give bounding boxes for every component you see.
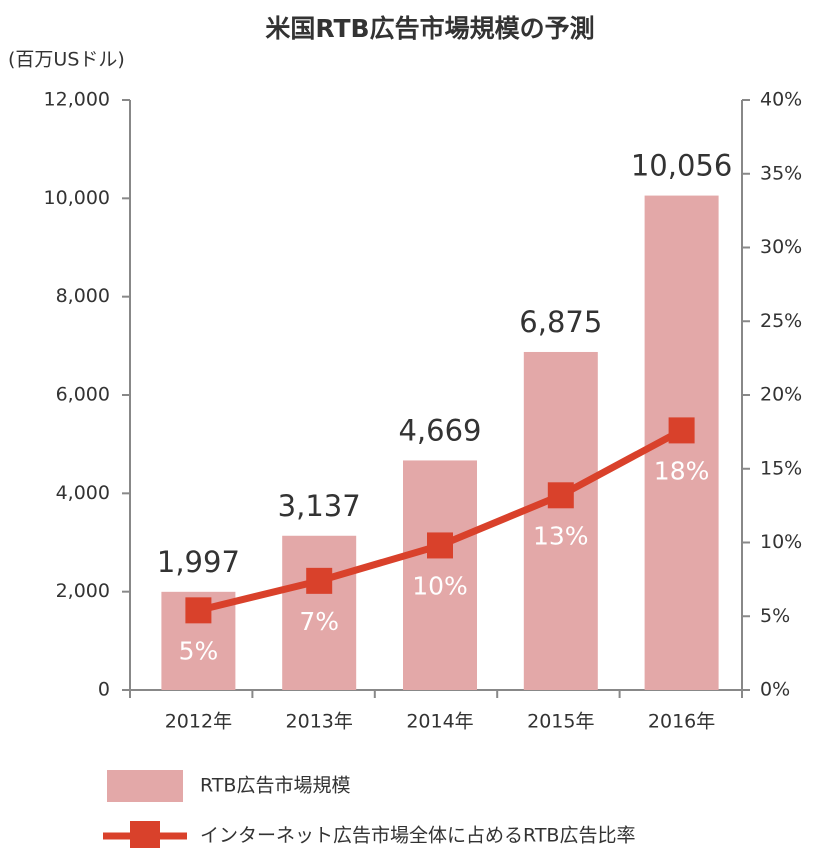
y-tick-label: 8,000 — [56, 285, 110, 307]
legend-swatch — [107, 770, 183, 802]
y2-tick-label: 10% — [760, 531, 802, 553]
y2-tick-label: 5% — [760, 605, 790, 627]
y-tick-label: 10,000 — [44, 187, 110, 209]
bar-label: 1,997 — [157, 545, 240, 579]
x-tick-label: 2016年 — [648, 711, 715, 733]
y-tick-label: 0 — [98, 679, 110, 701]
legend-label: インターネット広告市場全体に占めるRTB広告比率 — [200, 825, 635, 847]
y2-tick-label: 30% — [760, 236, 802, 258]
legend-label: RTB広告市場規模 — [200, 775, 350, 797]
line-marker — [306, 567, 333, 594]
line-label: 13% — [533, 521, 589, 550]
y-tick-label: 12,000 — [44, 89, 110, 111]
bar — [403, 460, 477, 690]
line-marker — [185, 597, 212, 624]
y-tick-label: 2,000 — [56, 580, 110, 602]
y2-tick-label: 40% — [760, 89, 802, 111]
y2-tick-label: 0% — [760, 679, 790, 701]
y2-tick-label: 15% — [760, 457, 802, 479]
bar-label: 4,669 — [398, 413, 481, 447]
x-tick-label: 2012年 — [165, 711, 232, 733]
line-label: 5% — [179, 636, 219, 665]
y2-tick-label: 35% — [760, 162, 802, 184]
bar-label: 3,137 — [278, 489, 361, 523]
legend-swatch — [130, 821, 160, 848]
y-axis-label: (百万USドル) — [8, 49, 125, 71]
y-tick-label: 6,000 — [56, 384, 110, 406]
line-marker — [427, 532, 453, 559]
bar — [282, 535, 357, 690]
y2-tick-label: 25% — [760, 310, 802, 332]
y-tick-label: 4,000 — [56, 482, 110, 504]
bar-label: 10,056 — [631, 149, 732, 183]
bar — [523, 351, 598, 690]
line-label: 18% — [654, 456, 710, 485]
x-tick-label: 2015年 — [527, 711, 594, 733]
x-tick-label: 2014年 — [406, 711, 473, 733]
line-label: 7% — [299, 607, 339, 636]
y2-tick-label: 20% — [760, 384, 802, 406]
line-marker — [547, 482, 574, 509]
line-marker — [668, 417, 695, 444]
chart-title: 米国RTB広告市場規模の予測 — [265, 14, 594, 43]
bar-label: 6,875 — [519, 305, 602, 339]
line-label: 10% — [412, 571, 468, 600]
x-tick-label: 2013年 — [286, 711, 353, 733]
